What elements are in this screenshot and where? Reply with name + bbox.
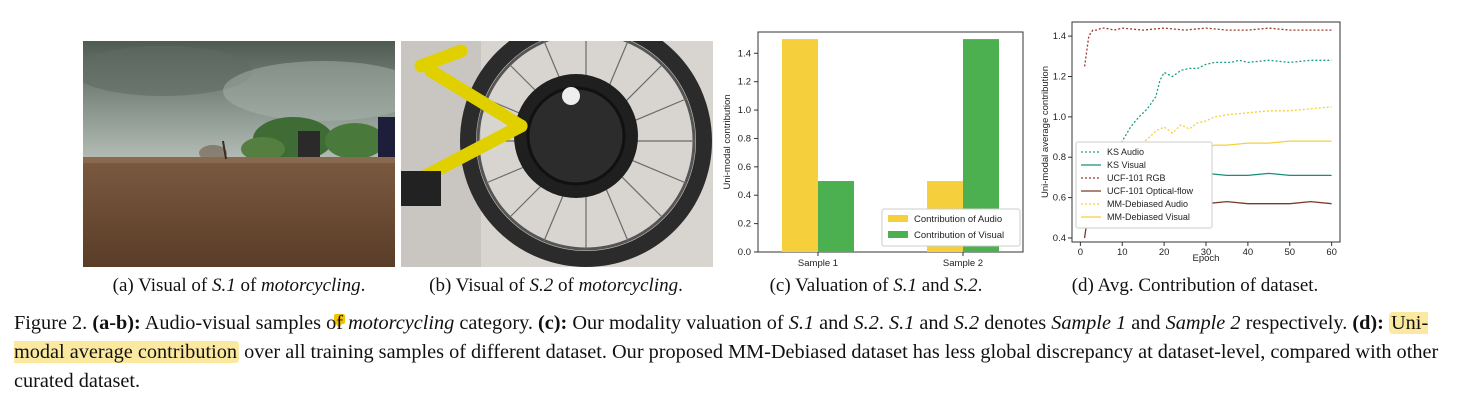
bar-chart-valuation: 0.0 0.2 0.4 0.6 0.8 1.0 1.2 1.4 Sample 1 Sample …: [722, 31, 1024, 269]
comment-note-icon[interactable]: [334, 314, 345, 328]
y-tick-label: 0.0: [738, 247, 751, 258]
legend-label: KS Audio: [1107, 147, 1144, 157]
legend-label-visual: Contribution of Visual: [914, 230, 1004, 241]
line-chart-legend: KS Audio KS Visual UCF-101 RGB UCF-101 Opti…: [1075, 141, 1213, 229]
bar-audio-1: [782, 39, 818, 252]
y-tick-label: 0.6: [1053, 193, 1066, 204]
series-line-mm-debiased-audio: [1083, 106, 1332, 219]
bar-chart-ylabel: Uni-modal contribution: [722, 94, 733, 189]
legend-label: KS Visual: [1107, 160, 1146, 170]
x-tick-label: 20: [1159, 247, 1170, 258]
legend-label: UCF-101 RGB: [1107, 173, 1166, 183]
line-chart-ylabel: Uni-modal average contribution: [1040, 66, 1051, 198]
series-line-ucf-101-rgb: [1083, 27, 1332, 67]
y-tick-label: 0.2: [738, 219, 751, 230]
y-tick-label: 1.0: [1053, 112, 1066, 123]
bar-chart-legend: Contribution of Audio Contribution of Vi…: [881, 208, 1021, 247]
subcaption-a: (a) Visual of S.1 of motorcycling.: [112, 275, 366, 296]
legend-label: MM-Debiased Audio: [1107, 199, 1188, 209]
legend-swatch-audio: [888, 215, 908, 222]
legend-label: MM-Debiased Visual: [1107, 212, 1190, 222]
x-tick-label: 0: [1078, 247, 1083, 258]
x-tick-label: 10: [1117, 247, 1128, 258]
legend-box: [1075, 141, 1213, 229]
subcaption-c: (c) Valuation of S.1 and S.2.: [769, 275, 983, 296]
y-tick-label: 0.6: [738, 162, 751, 173]
x-tick-label: 30: [1201, 247, 1212, 258]
y-tick-label: 0.8: [1053, 152, 1066, 163]
bar-chart-plot-frame: [757, 31, 1024, 253]
subcaption-d: (d) Avg. Contribution of dataset.: [1071, 275, 1319, 296]
x-tick-label: Sample 2: [943, 258, 983, 269]
legend-swatch-visual: [888, 231, 908, 238]
line-chart-xlabel: Epoch: [1193, 253, 1220, 264]
x-tick-label: 60: [1326, 247, 1337, 258]
bar-visual-1: [818, 181, 854, 252]
y-tick-label: 1.0: [738, 105, 751, 116]
x-tick-label: 50: [1284, 247, 1295, 258]
y-tick-label: 0.4: [1053, 233, 1066, 244]
y-tick-label: 0.8: [738, 133, 751, 144]
y-tick-label: 1.2: [738, 77, 751, 88]
y-tick-label: 1.4: [738, 48, 751, 59]
x-tick-label: 40: [1243, 247, 1254, 258]
x-tick-label: Sample 1: [798, 258, 838, 269]
figure-caption: Figure 2. (a-b): Audio-visual samples of…: [14, 312, 1439, 392]
photo-sample-2: [401, 41, 713, 267]
subcaption-b: (b) Visual of S.2 of motorcycling.: [429, 275, 683, 296]
y-tick-label: 1.4: [1053, 31, 1066, 42]
y-tick-label: 1.2: [1053, 71, 1066, 82]
photo-sample-1: [83, 41, 395, 267]
legend-label: UCF-101 Optical-flow: [1107, 186, 1194, 196]
line-chart-avg-contribution: 0.4 0.6 0.8 1.0 1.2 1.4 0 10 20 30 40 50 60 Epoch U…: [1040, 21, 1341, 264]
y-tick-label: 0.4: [738, 190, 751, 201]
legend-label-audio: Contribution of Audio: [914, 214, 1002, 225]
